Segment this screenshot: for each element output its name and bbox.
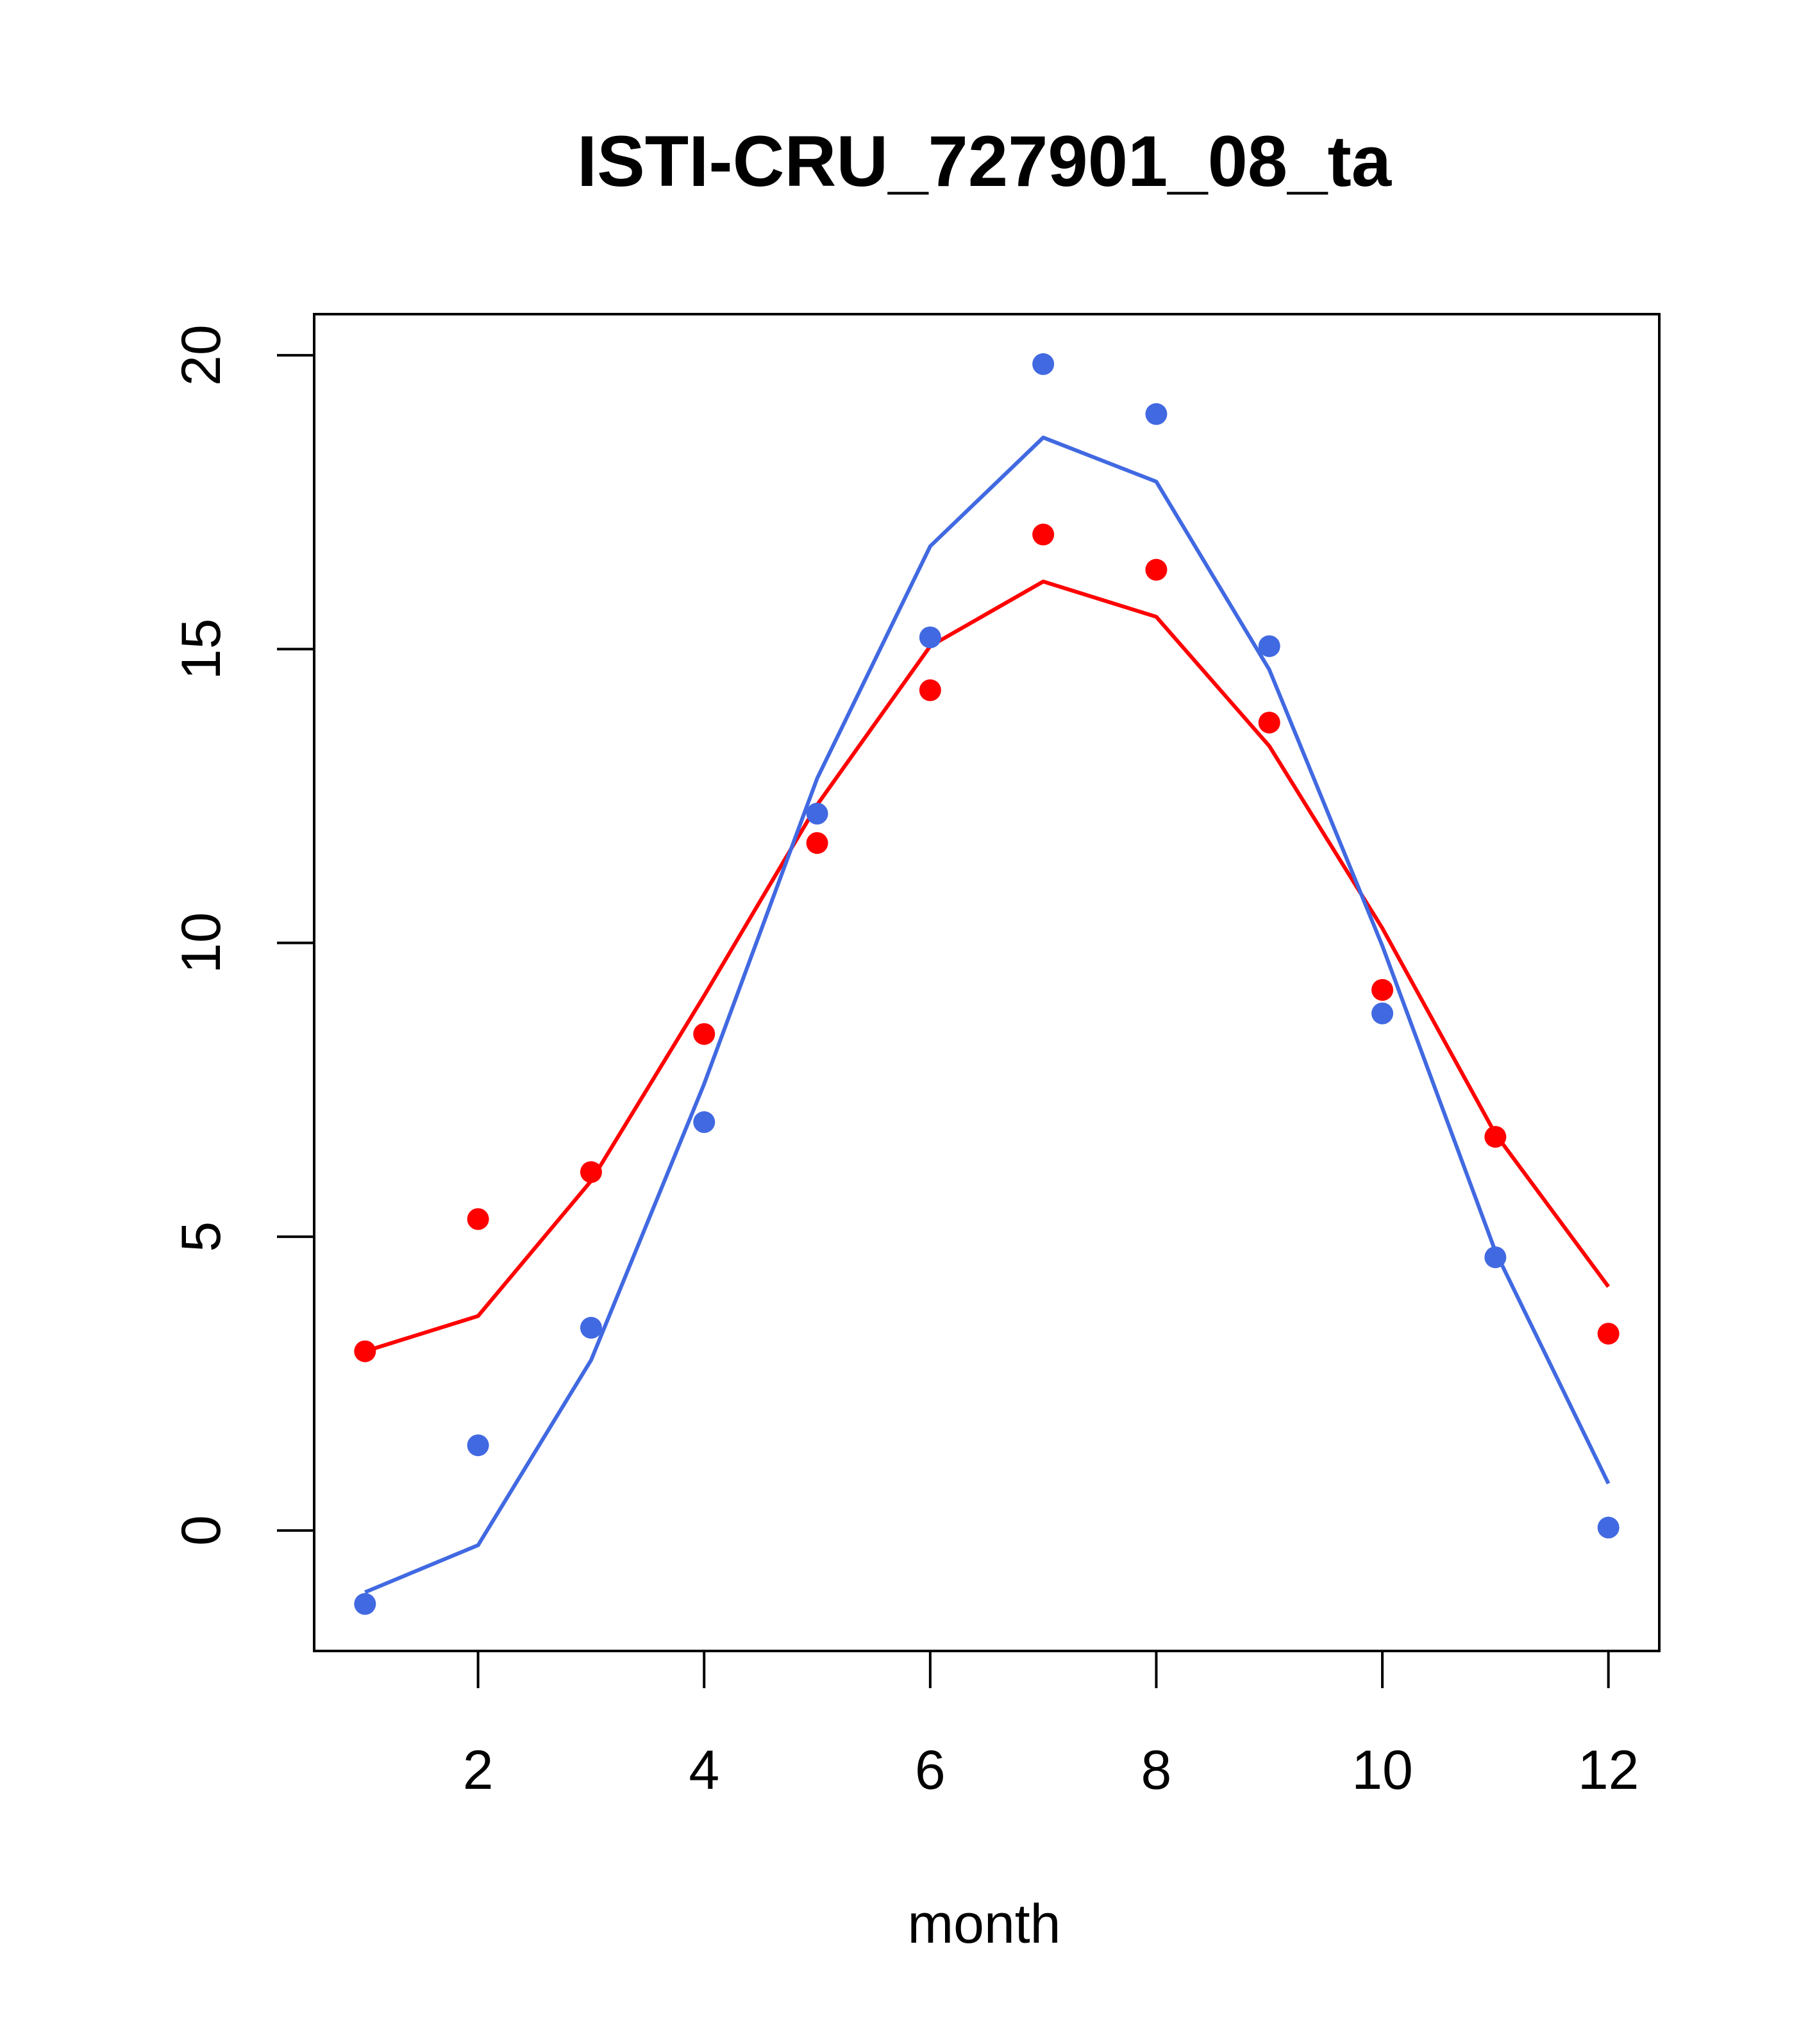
data-point bbox=[693, 1023, 716, 1045]
y-tick-label: 15 bbox=[171, 619, 232, 680]
data-point bbox=[1258, 635, 1280, 657]
y-axis: 0 5 10 15 20 bbox=[171, 324, 315, 1546]
data-point bbox=[806, 832, 828, 854]
data-point bbox=[1484, 1246, 1507, 1268]
data-point bbox=[919, 679, 941, 701]
x-tick-label: 2 bbox=[463, 1739, 494, 1801]
data-point bbox=[1258, 711, 1280, 733]
data-point bbox=[1032, 523, 1055, 546]
data-point bbox=[919, 626, 941, 649]
data-point bbox=[354, 1593, 376, 1615]
data-point bbox=[467, 1434, 489, 1457]
series-line-1 bbox=[364, 435, 1611, 1595]
data-point bbox=[806, 803, 828, 825]
y-tick-label: 0 bbox=[171, 1515, 232, 1546]
x-tick-label: 6 bbox=[915, 1739, 946, 1801]
y-tick-label: 20 bbox=[171, 324, 232, 386]
x-axis-title: month bbox=[907, 1893, 1060, 1955]
data-point bbox=[1032, 353, 1055, 375]
y-tick-label: 10 bbox=[171, 912, 232, 974]
data-point bbox=[1371, 1002, 1394, 1025]
x-tick-label: 10 bbox=[1352, 1739, 1413, 1801]
x-tick-label: 12 bbox=[1578, 1739, 1639, 1801]
data-point bbox=[1371, 978, 1394, 1001]
data-point bbox=[354, 1340, 376, 1362]
plot-frame bbox=[313, 313, 1661, 1652]
data-point bbox=[1145, 558, 1168, 581]
data-point bbox=[693, 1111, 716, 1134]
data-point bbox=[580, 1161, 602, 1184]
y-tick-label: 5 bbox=[171, 1221, 232, 1252]
series-line-0 bbox=[364, 580, 1611, 1353]
chart-title: ISTI-CRU_727901_08_ta bbox=[577, 121, 1392, 201]
data-point bbox=[467, 1208, 489, 1230]
data-point bbox=[1484, 1126, 1507, 1148]
series-group bbox=[354, 353, 1620, 1615]
x-tick-label: 4 bbox=[689, 1739, 719, 1801]
data-point bbox=[1145, 403, 1168, 425]
x-axis: 2 4 6 8 10 12 bbox=[463, 1650, 1639, 1801]
x-tick-label: 8 bbox=[1141, 1739, 1172, 1801]
data-point bbox=[1597, 1323, 1620, 1345]
data-point bbox=[1597, 1516, 1620, 1539]
data-point bbox=[580, 1316, 602, 1339]
